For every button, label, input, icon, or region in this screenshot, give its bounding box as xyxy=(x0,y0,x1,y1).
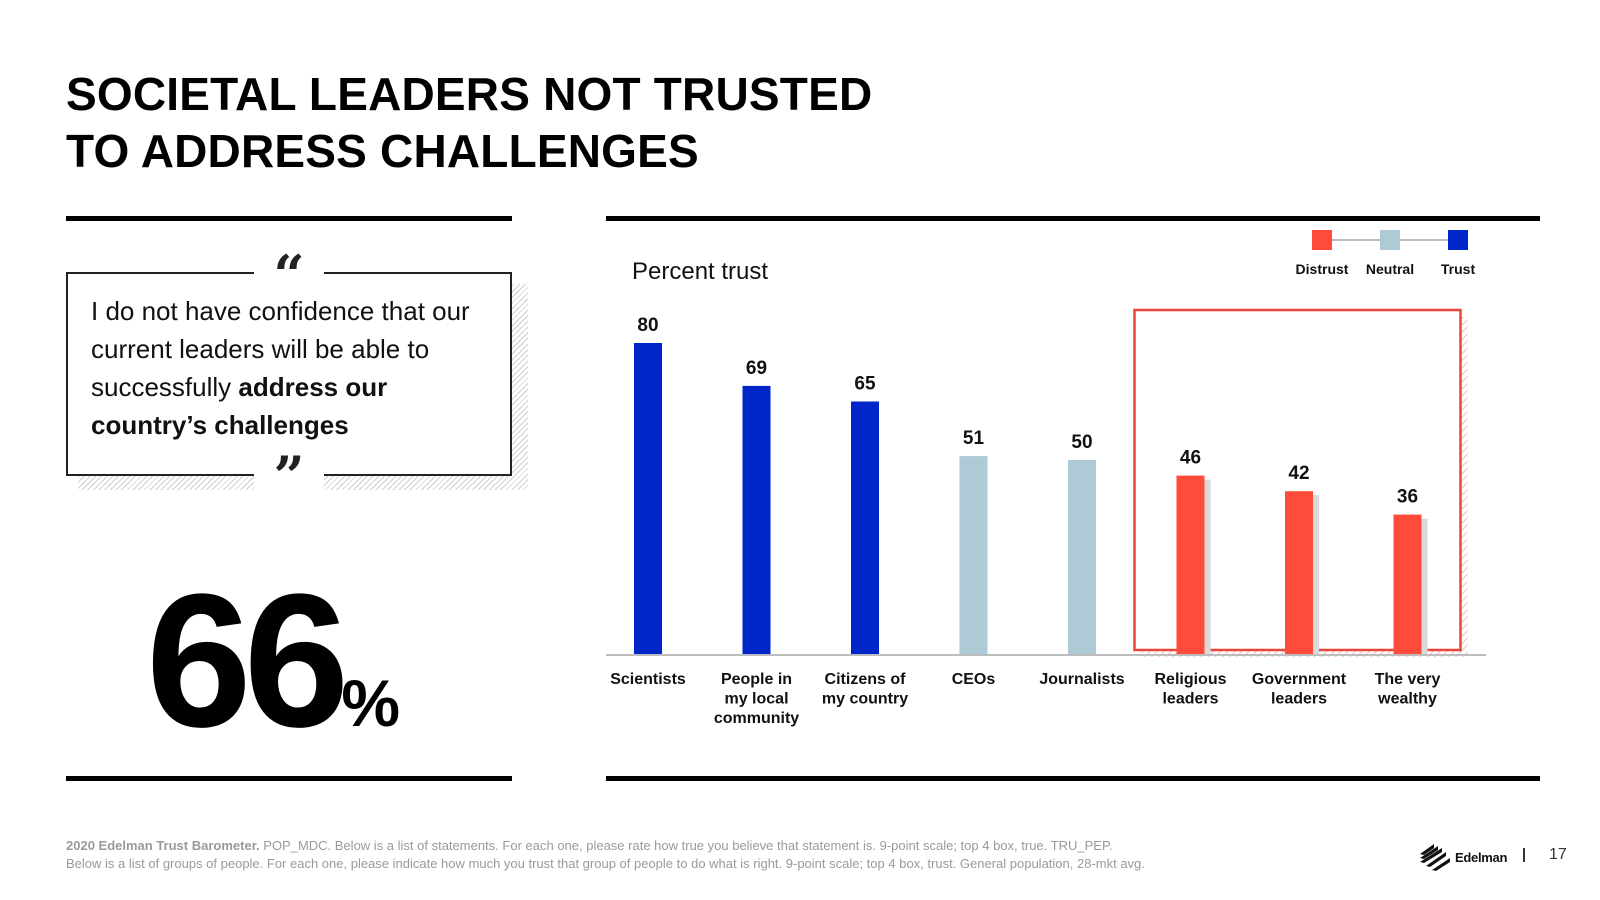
bar xyxy=(851,401,879,655)
open-quote-icon: “ xyxy=(254,248,324,302)
category-label-line: leaders xyxy=(1162,691,1218,708)
bar-value-label: 42 xyxy=(1288,463,1309,484)
footer-line-1: POP_MDC. Below is a list of statements. … xyxy=(259,838,1113,853)
category-label: CEOs xyxy=(952,671,996,688)
bar-value-label: 69 xyxy=(746,358,767,379)
edelman-logo-icon xyxy=(1420,844,1450,871)
footer-separator xyxy=(1523,848,1525,862)
bar-value-label: 46 xyxy=(1180,448,1201,469)
category-label-line: CEOs xyxy=(952,671,996,688)
quote-card xyxy=(66,272,512,476)
bar-group: 80 69 65 51 50 46 42 36 xyxy=(634,315,1428,655)
right-bottom-rule xyxy=(606,776,1540,781)
footer-source-bold: 2020 Edelman Trust Barometer. xyxy=(66,838,260,853)
legend-swatch xyxy=(1448,230,1468,250)
category-label-group: Scientists People in my local community Citi… xyxy=(610,671,1440,727)
category-label-line: Scientists xyxy=(610,671,686,688)
trust-bar-chart: Percent trust Distrust Neutral Trust 80 69 6… xyxy=(606,230,1486,727)
bar-value-label: 80 xyxy=(637,315,658,336)
category-label-line: People in xyxy=(721,671,792,688)
bar xyxy=(959,456,988,655)
right-top-rule xyxy=(606,216,1540,221)
left-bottom-rule xyxy=(66,776,512,781)
category-label-line: Religious xyxy=(1154,671,1226,688)
bar-value-label: 50 xyxy=(1071,432,1092,453)
headline-stat-value: 66 xyxy=(146,555,349,767)
close-quote-icon: ” xyxy=(254,449,324,503)
legend-label: Trust xyxy=(1441,261,1476,277)
category-label: Journalists xyxy=(1039,671,1124,688)
category-label-line: Citizens of xyxy=(825,671,907,688)
quote-text: I do not have confidence that our curren… xyxy=(91,292,501,444)
slide-title: SOCIETAL LEADERS NOT TRUSTED TO ADDRESS … xyxy=(66,66,872,180)
headline-stat-unit: % xyxy=(341,666,401,740)
footer-line-2: Below is a list of groups of people. For… xyxy=(66,856,1145,871)
chart-title: Percent trust xyxy=(632,258,768,285)
category-label: Religious leaders xyxy=(1154,671,1226,708)
bar xyxy=(1068,460,1096,655)
category-label-line: wealthy xyxy=(1377,691,1437,708)
bar xyxy=(742,385,771,655)
category-label-line: leaders xyxy=(1271,691,1327,708)
category-label: Citizens of my country xyxy=(822,671,908,708)
quote-text-bold: address our country’s challenges xyxy=(91,372,388,440)
footer-source-note: 2020 Edelman Trust Barometer. POP_MDC. B… xyxy=(66,837,1386,873)
bar-value-label: 65 xyxy=(854,374,876,395)
edelman-logo: Edelman xyxy=(1418,840,1508,874)
category-label-line: my country xyxy=(822,691,908,708)
category-label-line: Government xyxy=(1252,671,1347,688)
bar xyxy=(1176,475,1205,655)
slide-title-line-1: SOCIETAL LEADERS NOT TRUSTED xyxy=(66,68,873,120)
category-label: The very wealthy xyxy=(1375,671,1441,708)
page-number: 17 xyxy=(1549,846,1567,863)
legend-swatch xyxy=(1380,230,1400,250)
headline-stat: 66% xyxy=(146,566,400,756)
bar xyxy=(1393,514,1422,655)
bar xyxy=(1285,491,1313,655)
bar-value-label: 51 xyxy=(963,428,985,449)
category-label: Scientists xyxy=(610,671,686,688)
category-label-line: community xyxy=(714,710,799,727)
category-label-line: Journalists xyxy=(1039,671,1124,688)
category-label-line: The very xyxy=(1375,671,1441,688)
left-top-rule xyxy=(66,216,512,221)
legend-label: Neutral xyxy=(1366,261,1414,277)
category-label: People in my local community xyxy=(714,671,799,727)
legend-label: Distrust xyxy=(1296,261,1349,277)
chart-legend: Distrust Neutral Trust xyxy=(1296,230,1476,277)
bar-value-label: 36 xyxy=(1397,487,1418,508)
category-label-line: my local xyxy=(724,691,788,708)
category-label: Government leaders xyxy=(1252,671,1347,708)
slide-title-line-2: TO ADDRESS CHALLENGES xyxy=(66,125,699,177)
bar xyxy=(634,343,662,655)
legend-swatch xyxy=(1312,230,1332,250)
edelman-logo-text: Edelman xyxy=(1455,850,1508,865)
quote-text-plain: I do not have confidence that our curren… xyxy=(91,296,470,402)
